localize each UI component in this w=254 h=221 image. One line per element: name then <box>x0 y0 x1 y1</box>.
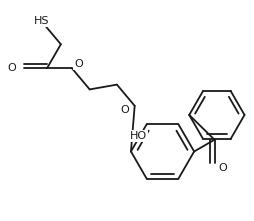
Text: O: O <box>74 59 82 69</box>
Text: O: O <box>217 163 226 173</box>
Text: O: O <box>8 63 17 73</box>
Text: O: O <box>120 105 128 115</box>
Text: HS: HS <box>34 16 50 26</box>
Text: HO: HO <box>130 131 147 141</box>
